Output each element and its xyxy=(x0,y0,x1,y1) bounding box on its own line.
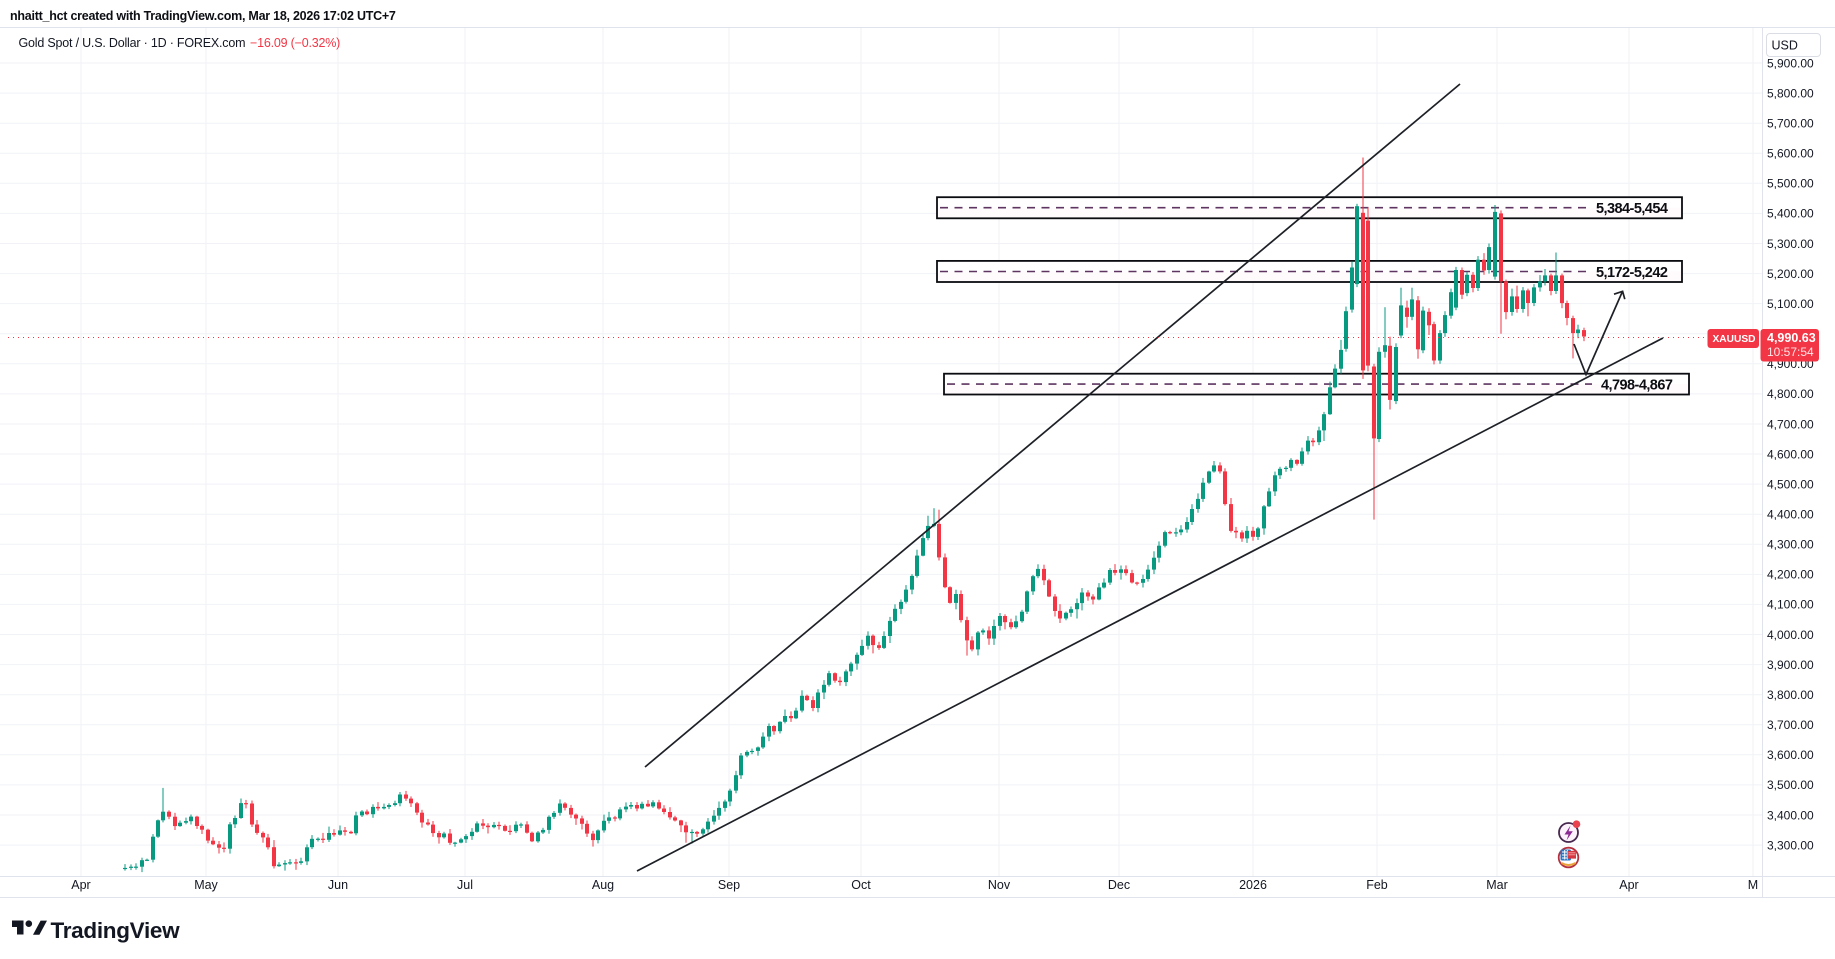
svg-text:May: May xyxy=(194,878,218,892)
svg-text:M: M xyxy=(1748,878,1758,892)
svg-text:4,990.63: 4,990.63 xyxy=(1767,331,1816,345)
svg-text:4,200.00: 4,200.00 xyxy=(1767,568,1814,582)
svg-text:4,000.00: 4,000.00 xyxy=(1767,628,1814,642)
svg-text:2026: 2026 xyxy=(1239,878,1267,892)
svg-text:Aug: Aug xyxy=(592,878,614,892)
svg-text:4,700.00: 4,700.00 xyxy=(1767,417,1814,431)
svg-text:4,600.00: 4,600.00 xyxy=(1767,447,1814,461)
svg-text:5,700.00: 5,700.00 xyxy=(1767,117,1814,131)
svg-text:Mar: Mar xyxy=(1486,878,1508,892)
svg-text:4,800.00: 4,800.00 xyxy=(1767,387,1814,401)
svg-text:3,800.00: 3,800.00 xyxy=(1767,688,1814,702)
svg-text:3,400.00: 3,400.00 xyxy=(1767,808,1814,822)
svg-text:5,100.00: 5,100.00 xyxy=(1767,297,1814,311)
svg-text:3,500.00: 3,500.00 xyxy=(1767,778,1814,792)
svg-text:4,500.00: 4,500.00 xyxy=(1767,477,1814,491)
svg-text:4,300.00: 4,300.00 xyxy=(1767,538,1814,552)
svg-text:Oct: Oct xyxy=(851,878,871,892)
svg-text:5,200.00: 5,200.00 xyxy=(1767,267,1814,281)
svg-text:Jul: Jul xyxy=(457,878,473,892)
svg-text:5,900.00: 5,900.00 xyxy=(1767,56,1814,70)
svg-text:5,300.00: 5,300.00 xyxy=(1767,237,1814,251)
svg-text:4,798-4,867: 4,798-4,867 xyxy=(1601,378,1673,394)
svg-text:4,400.00: 4,400.00 xyxy=(1767,508,1814,522)
svg-text:10:57:54: 10:57:54 xyxy=(1767,345,1814,359)
svg-text:Nov: Nov xyxy=(988,878,1011,892)
svg-text:TradingView: TradingView xyxy=(51,918,181,943)
svg-text:Apr: Apr xyxy=(1619,878,1638,892)
svg-text:5,400.00: 5,400.00 xyxy=(1767,207,1814,221)
svg-text:Jun: Jun xyxy=(328,878,348,892)
svg-text:3,700.00: 3,700.00 xyxy=(1767,718,1814,732)
svg-text:Feb: Feb xyxy=(1366,878,1388,892)
svg-text:5,384-5,454: 5,384-5,454 xyxy=(1596,201,1668,217)
svg-text:nhaitt_hct created with Tradin: nhaitt_hct created with TradingView.com,… xyxy=(10,9,396,23)
svg-text:Gold Spot / U.S. Dollar · 1D ·: Gold Spot / U.S. Dollar · 1D · FOREX.com xyxy=(19,36,246,50)
svg-text:XAUUSD: XAUUSD xyxy=(1713,334,1756,345)
svg-text:4,100.00: 4,100.00 xyxy=(1767,598,1814,612)
svg-text:5,172-5,242: 5,172-5,242 xyxy=(1596,265,1668,281)
svg-text:5,500.00: 5,500.00 xyxy=(1767,177,1814,191)
svg-text:−16.09 (−0.32%): −16.09 (−0.32%) xyxy=(250,36,340,50)
svg-text:USD: USD xyxy=(1772,39,1798,53)
svg-text:5,600.00: 5,600.00 xyxy=(1767,147,1814,161)
svg-text:Apr: Apr xyxy=(71,878,90,892)
svg-text:5,800.00: 5,800.00 xyxy=(1767,86,1814,100)
svg-text:Sep: Sep xyxy=(718,878,740,892)
svg-text:3,600.00: 3,600.00 xyxy=(1767,748,1814,762)
svg-text:3,300.00: 3,300.00 xyxy=(1767,838,1814,852)
svg-text:Dec: Dec xyxy=(1108,878,1130,892)
svg-text:3,900.00: 3,900.00 xyxy=(1767,658,1814,672)
